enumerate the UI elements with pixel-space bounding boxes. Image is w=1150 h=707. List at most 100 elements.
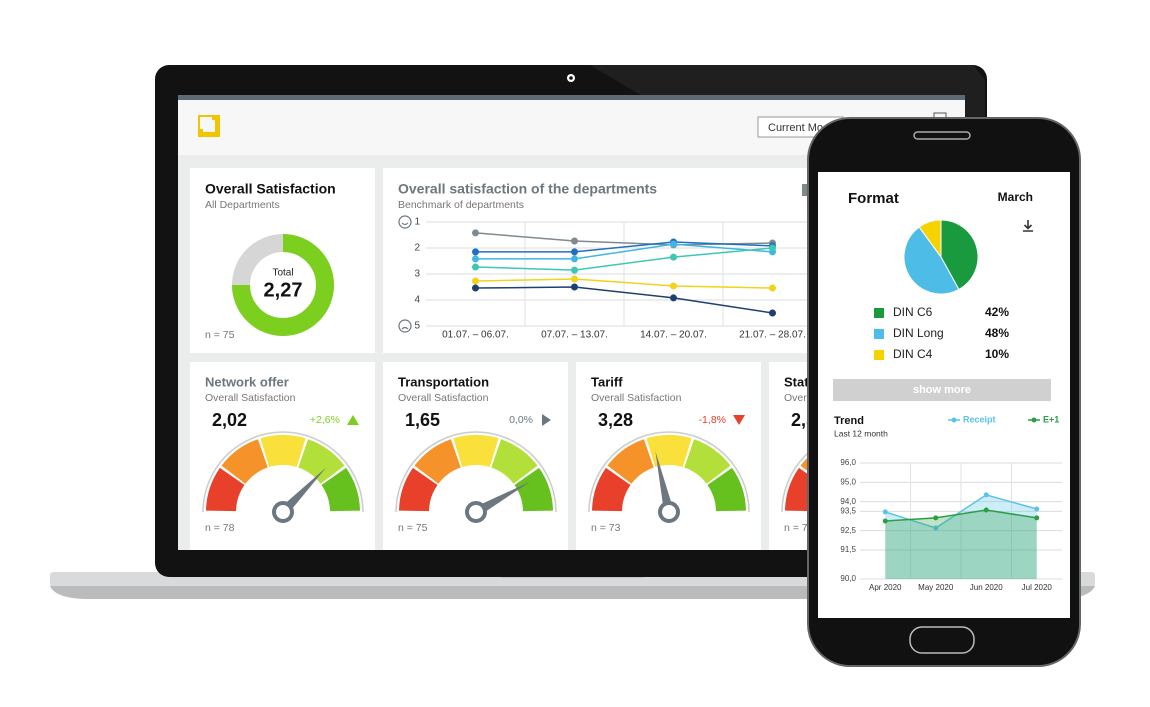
gauge-segment — [490, 439, 538, 485]
sample-size: n = 73 — [591, 522, 621, 534]
point — [670, 282, 677, 290]
point — [670, 253, 677, 261]
line — [885, 509, 1037, 522]
legend-label: E+1 — [1043, 414, 1059, 424]
y-tick-label: 90,0 — [840, 574, 856, 583]
point — [472, 248, 479, 256]
x-tick-label: Jun 2020 — [970, 583, 1003, 592]
gauge-value: 2,02 — [212, 410, 247, 430]
x-tick-label: 14.07. – 20.07. — [640, 330, 707, 341]
line — [475, 247, 773, 271]
y-tick-label: 2 — [414, 243, 420, 254]
legend-label: DIN C6 — [893, 305, 933, 319]
line — [475, 241, 773, 253]
gauge-needle — [279, 467, 327, 516]
pie-title: Format — [848, 190, 899, 207]
card-subtitle: Overa — [784, 392, 813, 404]
value-label: 48% — [985, 326, 1009, 340]
pie-slice — [940, 219, 979, 291]
value-label: 10% — [985, 347, 1009, 361]
point — [933, 525, 939, 531]
gauge-segment — [453, 435, 499, 468]
legend-swatch — [874, 350, 884, 360]
gauge-hub — [658, 501, 680, 523]
camera-lens — [569, 76, 573, 80]
point — [1034, 506, 1040, 512]
sample-size: n = 75 — [205, 329, 235, 341]
logo-cut — [200, 117, 212, 129]
point — [983, 492, 989, 498]
speaker — [913, 131, 971, 140]
card-title: Network offer — [205, 374, 289, 389]
x-tick-label: 07.07. – 13.07. — [541, 330, 608, 341]
x-tick-label: 01.07. – 06.07. — [442, 330, 509, 341]
point — [571, 237, 578, 245]
card-subtitle: All Departments — [205, 199, 280, 211]
gauge-segment — [683, 439, 731, 485]
card-title: Stat — [784, 374, 809, 389]
smiley-sad — [398, 319, 412, 333]
point — [882, 518, 888, 524]
area — [885, 509, 1037, 579]
y-tick-label: 95,0 — [840, 477, 856, 486]
point — [769, 309, 776, 317]
point — [571, 255, 578, 263]
gauge-frame — [395, 431, 557, 513]
y-tick-label: 91,5 — [840, 545, 856, 554]
x-tick-label: Apr 2020 — [869, 583, 902, 592]
line — [475, 243, 773, 260]
x-tick-label: 21.07. – 28.07. — [739, 330, 806, 341]
card-subtitle: Benchmark of departments — [398, 199, 524, 211]
point — [472, 229, 479, 237]
x-tick-label: May 2020 — [918, 583, 954, 592]
top-strip — [178, 95, 965, 100]
download-icon — [1023, 220, 1033, 232]
point — [571, 266, 578, 274]
point — [1034, 515, 1040, 521]
gauge-segment — [399, 467, 438, 512]
show-more-button[interactable] — [833, 379, 1051, 401]
change: 0,0% — [509, 414, 533, 426]
point — [472, 277, 479, 285]
card-subtitle: Overall Satisfaction — [398, 392, 489, 404]
card-title: Transportation — [398, 374, 489, 389]
gauge-segment — [414, 439, 462, 485]
value-label: 42% — [985, 305, 1009, 319]
gauge-needle — [655, 451, 674, 514]
sample-size: n = 78 — [205, 522, 235, 534]
point — [769, 284, 776, 292]
point — [571, 248, 578, 256]
change: -1,8% — [699, 414, 726, 426]
gauge-hub — [465, 501, 487, 523]
y-tick-label: 4 — [414, 295, 420, 306]
y-tick-label: 94,0 — [840, 497, 856, 506]
legend-dot — [951, 417, 957, 423]
point — [670, 294, 677, 302]
gauge-value: 3,28 — [598, 410, 633, 430]
card — [383, 168, 815, 353]
point — [571, 275, 578, 283]
gauge-segment — [646, 435, 692, 468]
gauge-segment — [592, 467, 631, 512]
card-title: Overall Satisfaction — [205, 181, 336, 197]
legend-label: DIN C4 — [893, 347, 933, 361]
home-button[interactable] — [909, 626, 975, 654]
gauge-frame — [588, 431, 750, 513]
y-tick-label: 92,5 — [840, 526, 856, 535]
point — [933, 515, 939, 521]
point — [571, 283, 578, 291]
content: Current Mo Overall Satisfaction All Depart… — [190, 122, 954, 550]
y-tick-label: 1 — [414, 217, 420, 228]
gauge-frame — [202, 431, 364, 513]
area — [885, 494, 1037, 579]
card-subtitle: Overall Satisfaction — [591, 392, 682, 404]
period: March — [998, 190, 1033, 204]
chart-title: Trend — [834, 415, 864, 427]
card-subtitle: Overall Satisfaction — [205, 392, 296, 404]
gauge-segment — [321, 467, 360, 512]
x-tick-label: Jul 2020 — [1022, 583, 1053, 592]
gauge-segment — [260, 435, 306, 468]
pie-slice — [918, 219, 942, 259]
donut-value: 2,27 — [264, 279, 303, 301]
